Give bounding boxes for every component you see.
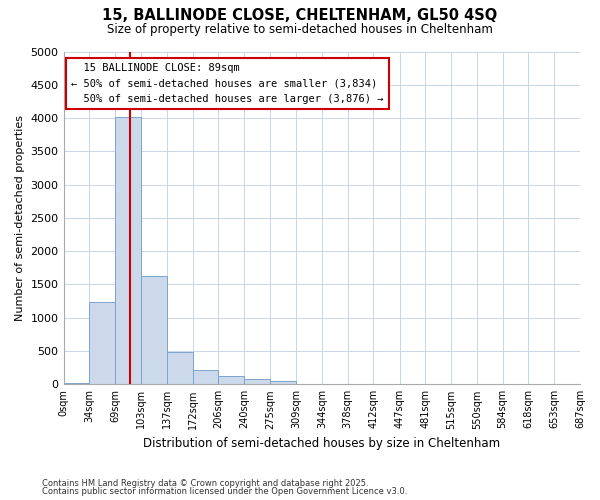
Bar (64, 383, 89, 384)
Text: Size of property relative to semi-detached houses in Cheltenham: Size of property relative to semi-detach… (107, 22, 493, 36)
Bar (115, 116, 141, 384)
Text: 15 BALLINODE CLOSE: 89sqm
← 50% of semi-detached houses are smaller (3,834)
  50: 15 BALLINODE CLOSE: 89sqm ← 50% of semi-… (71, 63, 383, 104)
Text: Contains public sector information licensed under the Open Government Licence v3: Contains public sector information licen… (42, 488, 407, 496)
Bar (270, 380, 296, 384)
Y-axis label: Number of semi-detached properties: Number of semi-detached properties (15, 115, 25, 321)
Bar (193, 370, 218, 384)
Text: Contains HM Land Registry data © Crown copyright and database right 2025.: Contains HM Land Registry data © Crown c… (42, 478, 368, 488)
X-axis label: Distribution of semi-detached houses by size in Cheltenham: Distribution of semi-detached houses by … (143, 437, 500, 450)
Bar (244, 380, 270, 384)
Bar (141, 276, 167, 384)
Bar (167, 352, 193, 384)
Bar (218, 376, 244, 384)
Text: 15, BALLINODE CLOSE, CHELTENHAM, GL50 4SQ: 15, BALLINODE CLOSE, CHELTENHAM, GL50 4S… (103, 8, 497, 22)
Bar (89, 302, 115, 384)
